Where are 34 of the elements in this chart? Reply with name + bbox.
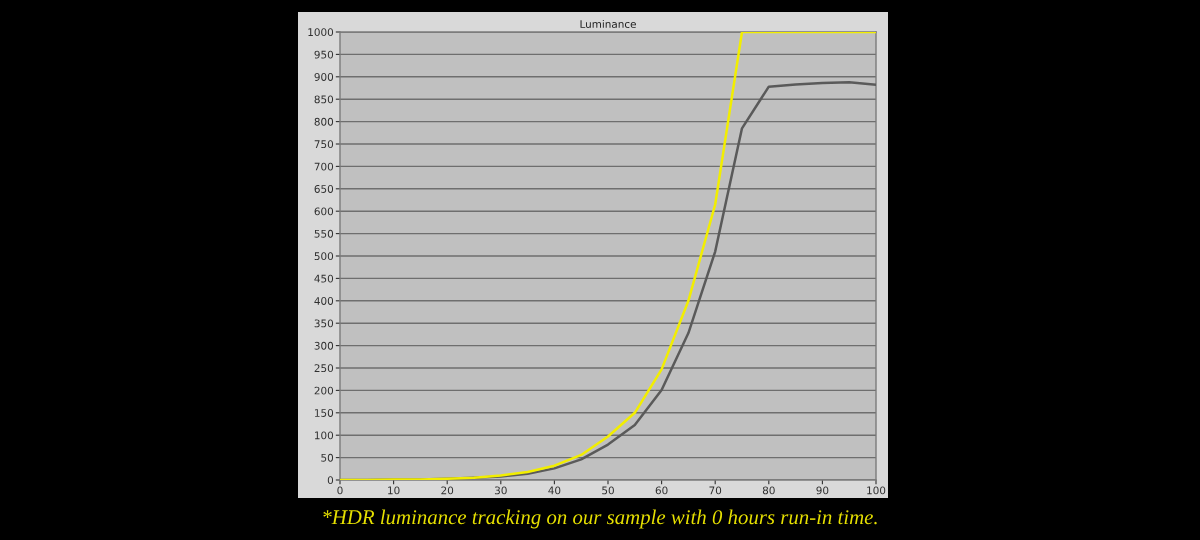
x-tick-label: 90: [816, 486, 829, 495]
x-tick-label: 40: [548, 486, 561, 495]
y-tick-label: 800: [314, 117, 334, 126]
y-tick-label: 550: [314, 229, 334, 238]
y-tick-label: 1000: [308, 28, 334, 37]
y-tick-label: 950: [314, 50, 334, 59]
x-tick-label: 50: [602, 486, 614, 495]
y-tick-label: 900: [314, 73, 334, 81]
y-tick-label: 450: [314, 274, 334, 283]
x-tick-label: 80: [762, 486, 775, 495]
y-tick-label: 600: [314, 207, 334, 216]
x-tick-label: 0: [337, 486, 343, 495]
chart-title: Luminance: [580, 19, 636, 28]
y-tick-label: 150: [315, 409, 334, 417]
x-tick-label: 20: [441, 486, 454, 495]
y-tick-label: 200: [314, 386, 334, 395]
y-tick-label: 650: [314, 185, 334, 193]
y-tick-label: 0: [327, 476, 334, 485]
x-tick-label: 60: [655, 486, 668, 495]
y-tick-label: 700: [314, 162, 334, 171]
y-tick-label: 50: [321, 453, 334, 462]
y-tick-label: 250: [314, 364, 334, 373]
x-tick-label: 70: [709, 486, 722, 495]
y-tick-label: 350: [314, 319, 334, 328]
x-tick-label: 30: [494, 486, 507, 495]
text: *HDR luminance tracking on our sample with 0 hours run-in time.: [323, 509, 877, 529]
y-tick-label: 750: [314, 140, 334, 149]
y-tick-label: 500: [314, 252, 334, 261]
y-tick-label: 300: [314, 341, 334, 350]
y-tick-label: 100: [315, 431, 334, 440]
x-tick-label: 100: [867, 486, 886, 495]
y-tick-label: 400: [314, 297, 334, 305]
y-tick-label: 850: [314, 95, 334, 104]
x-tick-label: 10: [388, 486, 400, 495]
